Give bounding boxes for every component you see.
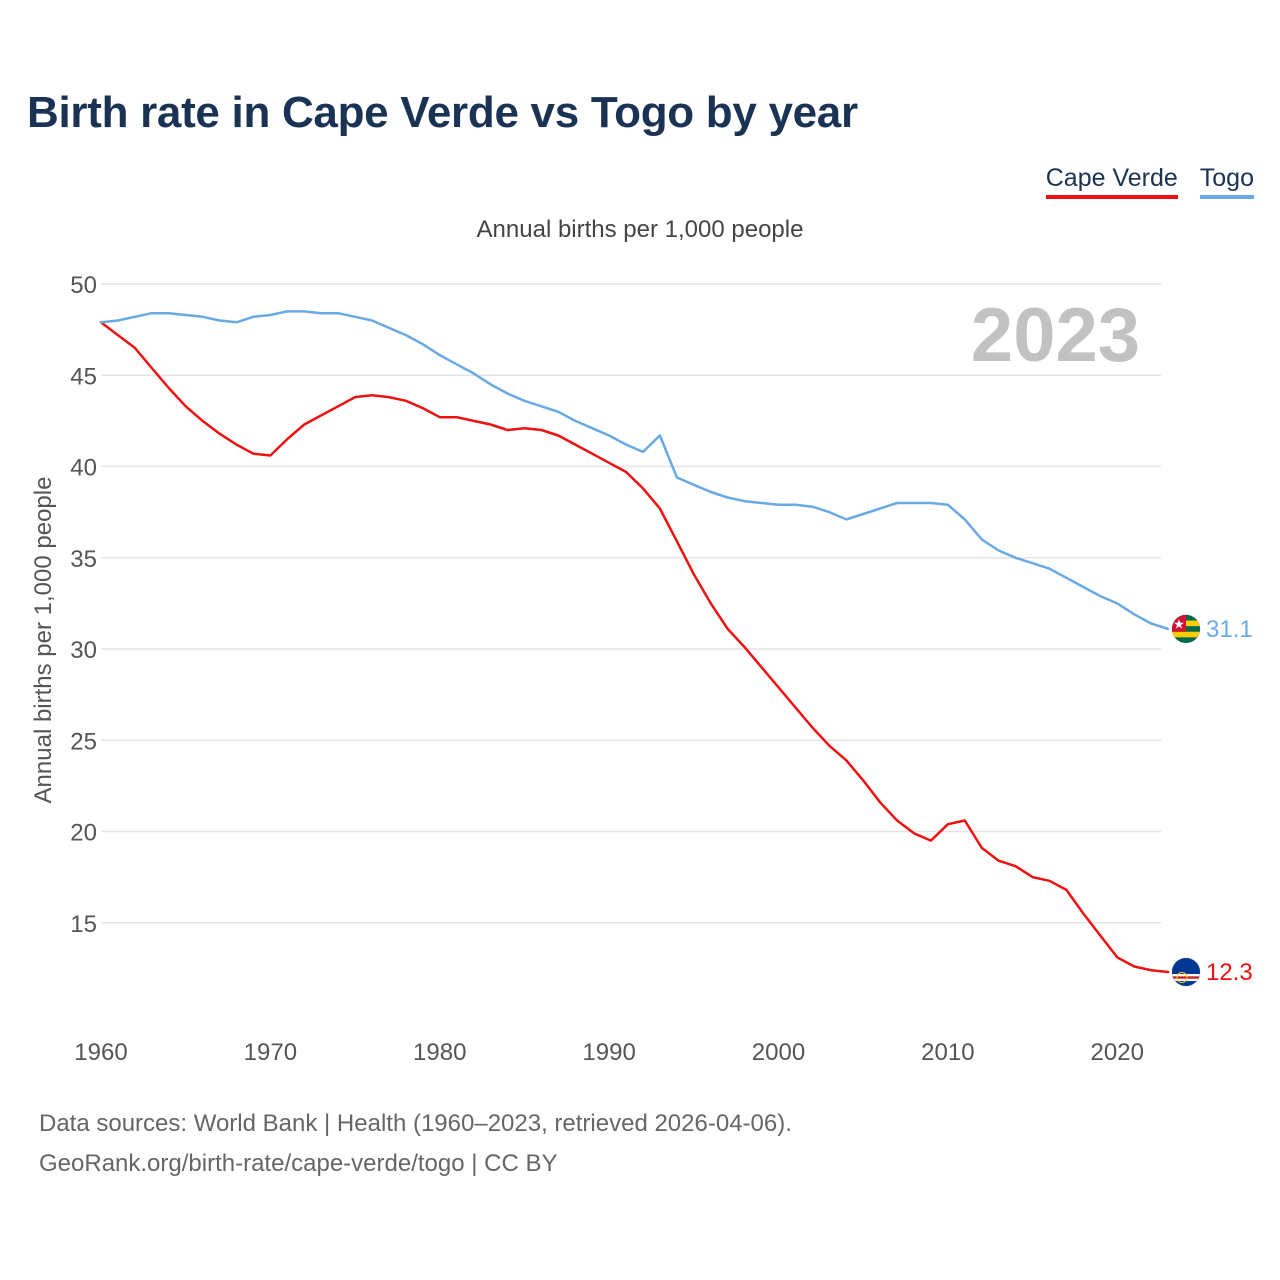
data-source-note: Data sources: World Bank | Health (1960–… <box>39 1110 792 1137</box>
series-end-markers: 12.3 ★ 31.1 <box>1171 614 1253 987</box>
end-value-label: 12.3 <box>1206 959 1253 986</box>
y-tick-label: 50 <box>70 272 97 299</box>
y-tick-label: 30 <box>70 637 97 664</box>
y-axis-ticks: 15 20 25 30 35 40 45 50 <box>70 272 97 938</box>
y-tick-label: 15 <box>70 911 97 938</box>
chart-subtitle: Annual births per 1,000 people <box>476 216 804 243</box>
footer: Data sources: World Bank | Health (1960–… <box>39 1104 792 1184</box>
y-tick-label: 35 <box>70 546 97 573</box>
x-tick-label: 1970 <box>244 1039 297 1066</box>
series-line-togo <box>99 310 1170 631</box>
cape-verde-flag-icon <box>1171 957 1201 987</box>
togo-flag-icon: ★ <box>1171 614 1201 644</box>
x-tick-label: 2000 <box>752 1039 805 1066</box>
y-tick-label: 20 <box>70 820 97 847</box>
legend: Cape Verde Togo <box>1045 164 1254 199</box>
y-tick-label: 25 <box>70 728 97 755</box>
grid-lines <box>101 283 1161 924</box>
x-tick-label: 1990 <box>582 1039 635 1066</box>
legend-cape-verde[interactable]: Cape Verde <box>1045 164 1178 199</box>
y-tick-label: 45 <box>70 363 97 390</box>
x-tick-label: 2010 <box>921 1039 974 1066</box>
series-lines <box>99 310 1170 974</box>
x-tick-label: 2020 <box>1091 1039 1144 1066</box>
legend-togo[interactable]: Togo <box>1199 164 1254 199</box>
x-tick-label: 1980 <box>413 1039 466 1066</box>
y-axis-label: Annual births per 1,000 people <box>30 477 57 804</box>
source-url: GeoRank.org/birth-rate/cape-verde/togo |… <box>39 1150 558 1177</box>
page-title: Birth rate in Cape Verde vs Togo by year <box>27 88 858 137</box>
end-value-label: 31.1 <box>1206 616 1253 643</box>
x-tick-label: 1960 <box>74 1039 127 1066</box>
x-axis-ticks: 1960 1970 1980 1990 2000 2010 2020 <box>74 1039 1144 1066</box>
svg-text:★: ★ <box>1173 617 1185 632</box>
year-label: 2023 <box>971 293 1140 378</box>
y-tick-label: 40 <box>70 455 97 482</box>
series-line-cape-verde <box>99 321 1170 974</box>
